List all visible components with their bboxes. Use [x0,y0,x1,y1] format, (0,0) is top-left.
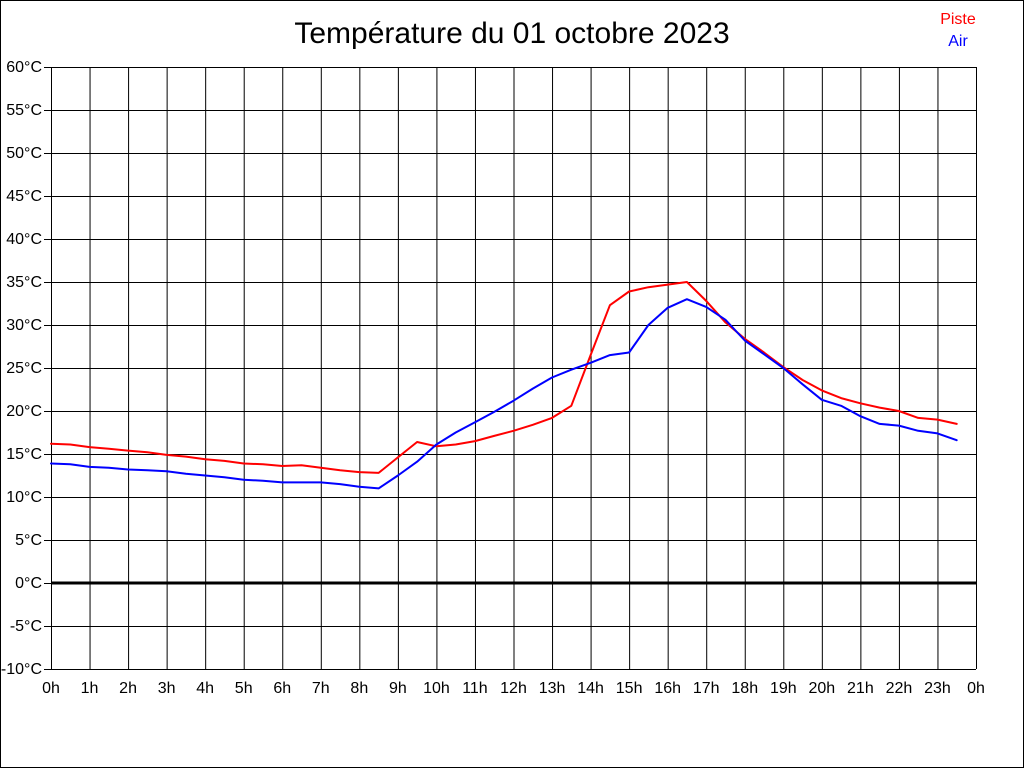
y-tick-label: 20°C [6,403,42,420]
x-tick-label: 18h [731,680,758,697]
x-tick-label: 12h [500,680,527,697]
y-tick-label: -10°C [1,661,42,678]
legend: Piste Air [923,9,993,52]
x-tick-label: 17h [693,680,720,697]
x-tick-label: 11h [462,680,488,697]
x-tick-label: 20h [808,680,835,697]
y-tick-label: 45°C [6,188,42,205]
x-tick-label: 22h [886,680,913,697]
x-axis: 0h 1h 2h 3h 4h 5h 6h 7h 8h 9h 10h 11h 12h 13h 14h 15h 16… [42,680,985,697]
x-tick-label: 0h [42,680,60,697]
x-tick-label: 7h [312,680,330,697]
y-tick-label: 30°C [6,317,42,334]
y-tick-label: 40°C [6,231,42,248]
piste-line [50,281,958,474]
x-tick-label: 10h [423,680,450,697]
legend-label-air: Air [948,33,968,50]
y-tick-label: -5°C [10,618,42,635]
x-tick-label: 9h [389,680,407,697]
legend-label-piste: Piste [940,11,976,28]
y-tick-label: 25°C [6,360,42,377]
x-tick-label: 6h [273,680,291,697]
x-tick-label: 14h [577,680,604,697]
chart-title: Température du 01 octobre 2023 [294,17,730,50]
y-tick-label: 60°C [6,59,42,76]
y-tick-label: 0°C [15,575,42,592]
x-tick-label: 13h [539,680,566,697]
x-tick-label: 1h [81,680,99,697]
x-tick-label: 21h [847,680,874,697]
air-line [50,298,958,490]
y-tick-label: 10°C [6,489,42,506]
x-tick-label: 15h [616,680,643,697]
y-tick-label: 35°C [6,274,42,291]
x-tick-label: 3h [158,680,176,697]
y-tick-label: 50°C [6,145,42,162]
y-tick-label: 15°C [6,446,42,463]
y-tick-label: 55°C [6,102,42,119]
x-tick-label: 8h [350,680,368,697]
x-tick-label: 16h [654,680,681,697]
grid [51,67,977,670]
y-tick-label: 5°C [15,532,42,549]
y-axis: 60°C 55°C 50°C 45°C 40°C 35°C 30°C 25°C 20°C 15°C… [1,59,51,678]
x-tick-label: 5h [235,680,253,697]
x-tick-label: 0h [967,680,985,697]
x-tick-label: 2h [119,680,137,697]
x-tick-label: 19h [770,680,797,697]
x-tick-label: 4h [196,680,214,697]
x-tick-label: 23h [924,680,951,697]
